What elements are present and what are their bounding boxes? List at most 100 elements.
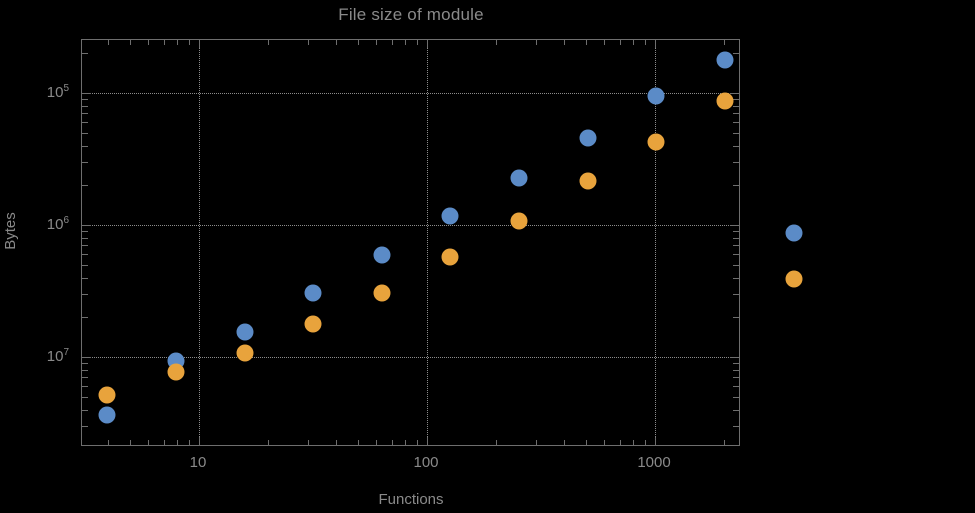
x-axis-tick bbox=[723, 440, 725, 445]
y-axis-tick bbox=[82, 237, 88, 239]
x-axis-tick bbox=[604, 440, 606, 445]
y-gridline bbox=[82, 93, 739, 94]
y-axis-tick bbox=[82, 277, 88, 279]
data-point bbox=[373, 246, 391, 264]
data-point bbox=[373, 284, 391, 302]
x-axis-tick bbox=[404, 440, 406, 445]
y-tick-label: 105 bbox=[46, 83, 69, 101]
y-axis-tick bbox=[733, 426, 739, 428]
x-axis-tick bbox=[130, 40, 132, 45]
y-axis-tick bbox=[82, 145, 88, 147]
data-point bbox=[167, 363, 185, 381]
data-point bbox=[304, 315, 322, 333]
x-axis-tick bbox=[376, 440, 378, 445]
y-axis-tick bbox=[82, 294, 88, 296]
y-axis-tick bbox=[733, 99, 739, 101]
x-axis-tick bbox=[404, 40, 406, 45]
y-gridline bbox=[82, 357, 739, 358]
x-axis-tick bbox=[188, 440, 190, 445]
y-axis-tick bbox=[730, 225, 739, 226]
x-axis-tick bbox=[199, 437, 200, 445]
x-axis-tick bbox=[108, 440, 110, 445]
y-axis-tick bbox=[82, 99, 88, 101]
x-tick-label: 10 bbox=[189, 454, 207, 471]
x-axis-tick bbox=[632, 440, 634, 445]
y-axis-tick bbox=[733, 396, 739, 398]
x-axis-tick bbox=[644, 40, 646, 45]
data-point bbox=[510, 169, 528, 186]
y-axis-tick bbox=[733, 264, 739, 266]
y-axis-tick bbox=[82, 53, 88, 55]
x-axis-tick bbox=[148, 440, 150, 445]
x-axis-tick bbox=[336, 40, 338, 45]
y-axis-tick bbox=[733, 132, 739, 134]
x-axis-tick bbox=[644, 440, 646, 445]
y-axis-tick bbox=[82, 426, 88, 428]
x-axis-tick bbox=[176, 40, 178, 45]
x-axis-tick bbox=[176, 440, 178, 445]
x-axis-tick bbox=[416, 40, 418, 45]
x-axis-title: Functions bbox=[378, 491, 444, 508]
x-axis-tick bbox=[307, 40, 309, 45]
y-axis-tick bbox=[82, 231, 88, 233]
y-axis-tick bbox=[82, 93, 91, 94]
data-point bbox=[785, 270, 803, 288]
y-axis-tick bbox=[82, 357, 91, 358]
x-axis-tick bbox=[163, 40, 165, 45]
y-axis-tick bbox=[730, 93, 739, 94]
y-axis-tick bbox=[733, 409, 739, 411]
y-axis-title: Bytes bbox=[2, 212, 19, 250]
y-axis-tick bbox=[733, 254, 739, 256]
y-axis-tick bbox=[733, 277, 739, 279]
x-axis-tick bbox=[604, 40, 606, 45]
y-axis-tick bbox=[733, 369, 739, 371]
y-axis-tick bbox=[82, 396, 88, 398]
y-axis-tick bbox=[733, 386, 739, 388]
x-axis-tick bbox=[163, 440, 165, 445]
x-axis-tick bbox=[723, 40, 725, 45]
y-axis-tick bbox=[82, 185, 88, 187]
x-gridline bbox=[427, 40, 428, 445]
x-axis-tick bbox=[586, 440, 588, 445]
y-axis-tick bbox=[82, 254, 88, 256]
y-axis-tick bbox=[82, 113, 88, 115]
x-axis-tick bbox=[655, 437, 656, 445]
x-axis-tick bbox=[427, 437, 428, 445]
x-axis-tick bbox=[358, 440, 360, 445]
data-point bbox=[441, 207, 459, 225]
data-point bbox=[236, 344, 254, 362]
y-axis-tick bbox=[82, 264, 88, 266]
data-point bbox=[647, 87, 665, 105]
data-point bbox=[579, 129, 597, 147]
x-axis-tick bbox=[307, 440, 309, 445]
data-point bbox=[98, 386, 116, 404]
x-axis-tick bbox=[619, 40, 621, 45]
x-axis-tick bbox=[495, 440, 497, 445]
y-axis-tick bbox=[733, 162, 739, 164]
x-axis-tick bbox=[108, 40, 110, 45]
x-axis-tick bbox=[632, 40, 634, 45]
y-axis-tick bbox=[733, 122, 739, 124]
data-point bbox=[510, 212, 528, 230]
y-axis-tick bbox=[82, 409, 88, 411]
x-axis-tick bbox=[535, 440, 537, 445]
data-point bbox=[304, 284, 322, 302]
data-point bbox=[98, 406, 116, 424]
x-axis-tick bbox=[564, 440, 566, 445]
plot-frame bbox=[81, 39, 740, 446]
y-axis-tick bbox=[82, 386, 88, 388]
x-axis-tick bbox=[391, 440, 393, 445]
y-axis-tick bbox=[733, 231, 739, 233]
y-axis-tick bbox=[733, 145, 739, 147]
x-axis-tick bbox=[535, 40, 537, 45]
y-axis-tick bbox=[82, 369, 88, 371]
y-axis-tick bbox=[82, 317, 88, 319]
x-axis-tick bbox=[148, 40, 150, 45]
y-gridline bbox=[82, 225, 739, 226]
x-axis-tick bbox=[267, 440, 269, 445]
y-axis-tick bbox=[733, 185, 739, 187]
y-axis-tick bbox=[733, 113, 739, 115]
x-axis-tick bbox=[619, 440, 621, 445]
y-axis-tick bbox=[733, 363, 739, 365]
